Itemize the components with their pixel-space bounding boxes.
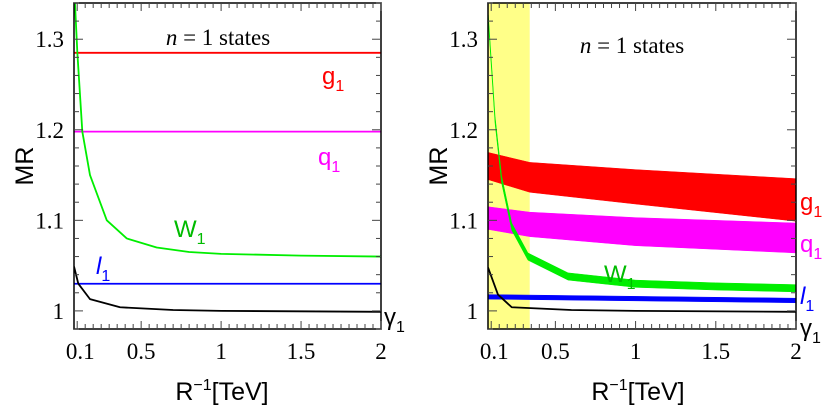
x-tick-label: 0.1 bbox=[480, 339, 509, 364]
x-tick-label: 1.5 bbox=[287, 339, 316, 364]
panel-left: 0.1 0.5 1 1.5 2 1 1.1 1.2 1.3 n = 1 states MR R−1[T… bbox=[11, 2, 405, 406]
series-label-g1: g1 bbox=[322, 63, 344, 95]
x-tick-label: 0.5 bbox=[127, 339, 156, 364]
series-label-g1: g1 bbox=[800, 189, 822, 221]
series-label-W1: W1 bbox=[174, 216, 206, 248]
line-W1 bbox=[74, 3, 381, 258]
annotation-n: n bbox=[166, 25, 178, 50]
x-axis-title: R−1[TeV] bbox=[591, 377, 684, 406]
band-g1 bbox=[488, 152, 796, 222]
y-tick-label: 1.1 bbox=[35, 208, 64, 233]
x-tick-label: 2 bbox=[790, 339, 802, 364]
series-label-l1: l1 bbox=[96, 253, 110, 285]
line-γ1 bbox=[488, 267, 796, 313]
x-tick-label: 2 bbox=[375, 339, 387, 364]
line-γ1 bbox=[74, 266, 381, 313]
y-tick-label: 1 bbox=[53, 299, 65, 324]
panel-right: 0.1 0.5 1 1.5 2 1 1.1 1.2 1.3 n = 1 states MR R−1[T… bbox=[425, 2, 822, 406]
x-axis-title: R−1[TeV] bbox=[175, 377, 268, 406]
series-label-l1: l1 bbox=[800, 283, 814, 315]
x-tick-label: 1 bbox=[630, 339, 642, 364]
x-tick-label: 0.5 bbox=[541, 339, 570, 364]
plot-area bbox=[74, 3, 381, 313]
y-axis-title: MR bbox=[11, 147, 39, 186]
annotation-rest: = 1 states bbox=[177, 25, 270, 50]
annotation-n-states: n = 1 states bbox=[166, 25, 270, 50]
plot-area bbox=[488, 3, 796, 329]
band-W1 bbox=[488, 14, 796, 293]
y-tick-label: 1.3 bbox=[449, 27, 478, 52]
x-tick-label: 1.5 bbox=[701, 339, 730, 364]
x-tick-label: 1 bbox=[215, 339, 227, 364]
annotation-rest: = 1 states bbox=[591, 33, 684, 58]
y-tick-label: 1 bbox=[467, 299, 479, 324]
y-axis-title: MR bbox=[425, 147, 453, 186]
y-tick-label: 1.3 bbox=[35, 27, 64, 52]
annotation-n-states: n = 1 states bbox=[580, 33, 684, 58]
series-label-W1: W1 bbox=[604, 261, 636, 293]
y-tick-label: 1.2 bbox=[35, 118, 64, 143]
band-l1 bbox=[488, 294, 796, 303]
x-tick-label: 0.1 bbox=[66, 339, 95, 364]
series-label-q1: q1 bbox=[800, 231, 822, 263]
series-label-q1: q1 bbox=[318, 144, 340, 176]
y-tick-label: 1.2 bbox=[449, 118, 478, 143]
series-label-γ1: γ1 bbox=[800, 315, 821, 347]
y-tick-label: 1.1 bbox=[449, 208, 478, 233]
annotation-n: n bbox=[580, 33, 592, 58]
series-label-γ1: γ1 bbox=[384, 304, 405, 336]
band-q1 bbox=[488, 206, 796, 254]
